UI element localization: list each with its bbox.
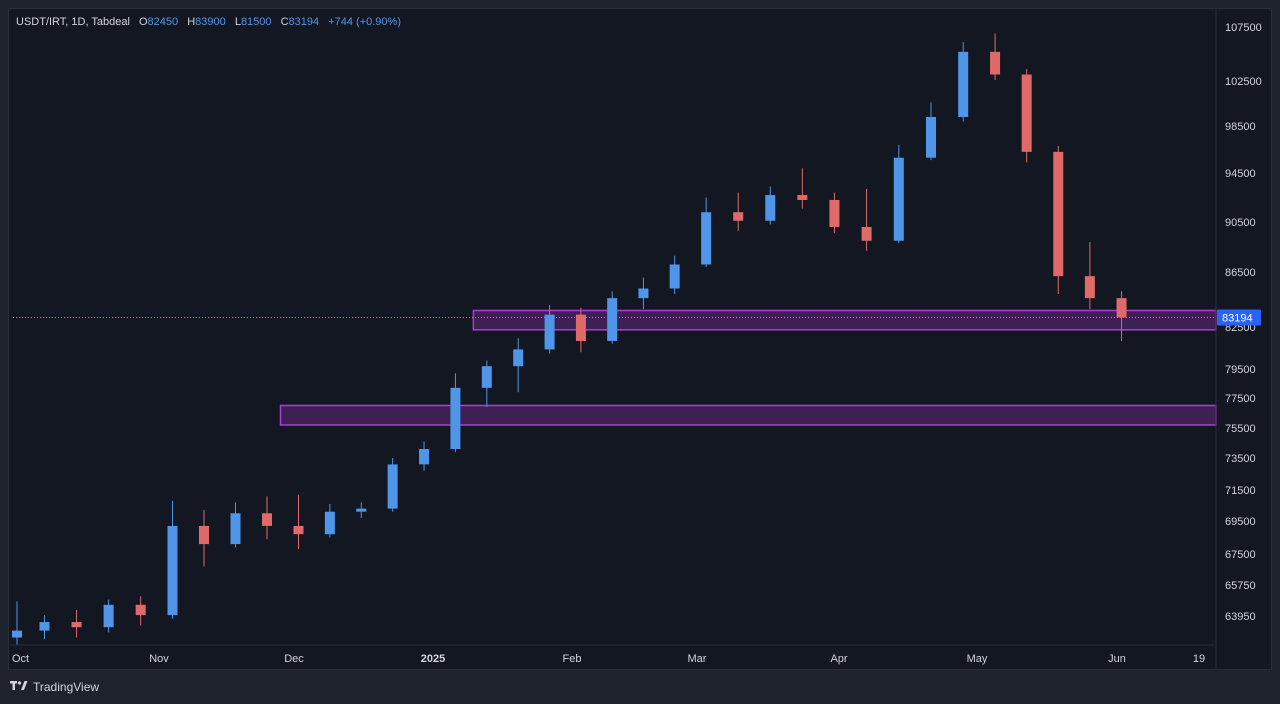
candle-2025-02-10 [607,291,618,344]
open-label: O [138,16,148,28]
candle-2025-05-05 [990,33,1001,80]
candle-2024-10-21 [103,599,114,633]
y-tick-label: 75500 [1225,423,1256,435]
candle-2025-02-03 [575,307,586,353]
y-tick-label: 94500 [1225,168,1256,180]
candle-2024-11-18 [230,502,241,548]
candle-2024-11-11 [199,510,209,567]
lower-zone[interactable] [279,404,1217,426]
change-value: +744 (+0.90%) [328,16,401,28]
candle-2025-01-06 [450,373,461,452]
y-tick-label: 71500 [1225,485,1256,497]
close-value: 83194 [288,16,320,28]
y-tick-label: 102500 [1225,76,1262,88]
chart-canvas[interactable]: Oct Nov Dec 2025 Feb Mar Apr May Jun 19 107500 102… [9,9,1271,669]
chart-frame[interactable]: Oct Nov Dec 2025 Feb Mar Apr May Jun 19 107500 102… [8,8,1272,670]
y-tick-label: 65750 [1225,580,1256,592]
chart-legend: USDT/IRT, 1D, Tabdeal O82450 H83900 L815… [16,16,401,28]
high-value: 83900 [195,16,226,28]
candle-2025-02-24 [669,255,680,294]
last-price-badge: 83194 [1217,309,1261,326]
candle-2025-04-21 [926,102,936,161]
candle-2024-12-09 [324,503,335,538]
candle-2024-12-16 [356,502,367,518]
candle-2025-05-12 [1021,69,1032,163]
candle-2024-10-07 [39,615,50,640]
footer: TradingView [10,679,99,694]
x-tick-label: Nov [149,653,169,665]
x-tick-label: Mar [688,653,707,665]
candle-2024-10-28 [135,596,146,626]
y-tick-label: 69500 [1225,516,1256,528]
candle-2024-12-23 [387,458,398,512]
open-value: 82450 [147,16,179,28]
candle-2025-02-17 [638,277,649,310]
candle-2025-01-20 [513,338,524,393]
candle-2025-01-27 [544,305,555,354]
low-value: 81500 [240,16,272,28]
candle-2024-12-02 [293,494,304,550]
y-tick-label: 67500 [1225,549,1256,561]
candle-2024-11-25 [262,496,272,540]
candle-2025-03-31 [829,192,840,234]
x-tick-label: Oct [12,653,29,665]
x-tick-label: Feb [563,653,582,665]
y-tick-label: 79500 [1225,364,1256,376]
y-tick-label: 63950 [1225,611,1256,623]
candle-2025-05-19 [1053,145,1064,294]
y-tick-label: 107500 [1225,22,1262,34]
candle-2025-05-26 [1084,242,1095,310]
last-price-label: 83194 [1222,312,1253,324]
x-tick-label: Dec [284,653,304,665]
low-label: L [234,16,241,28]
candle-2025-01-13 [481,360,492,407]
brand-name: TradingView [33,679,100,694]
y-tick-label: 90500 [1225,217,1256,229]
candle-2024-10-14 [71,609,82,638]
x-tick-label: Jun [1108,653,1126,665]
candle-2025-04-07 [861,188,872,251]
candle-2025-03-10 [733,192,744,231]
candle-2025-04-14 [893,144,904,244]
y-tick-label: 86500 [1225,267,1256,279]
candle-2024-12-30 [419,441,430,471]
y-tick-label: 98500 [1225,121,1256,133]
tradingview-logo-icon [10,679,28,694]
symbol-label: USDT/IRT, 1D, Tabdeal [16,16,130,28]
candle-2025-06-02 [1116,291,1127,341]
candle-2024-11-04 [167,500,178,619]
x-tick-label: May [967,653,988,665]
candle-2025-03-03 [701,197,712,267]
high-label: H [187,16,196,28]
x-tick-label: 2025 [421,653,445,665]
candle-2025-03-17 [765,186,776,225]
x-tick-label: 19 [1193,653,1205,665]
x-tick-label: Apr [830,653,847,665]
y-tick-label: 73500 [1225,453,1256,465]
candle-2025-04-28 [958,42,969,122]
close-label: C [280,16,289,28]
y-tick-label: 77500 [1225,393,1256,405]
candle-2024-10-01 [12,601,22,645]
candle-2025-03-24 [797,168,808,209]
